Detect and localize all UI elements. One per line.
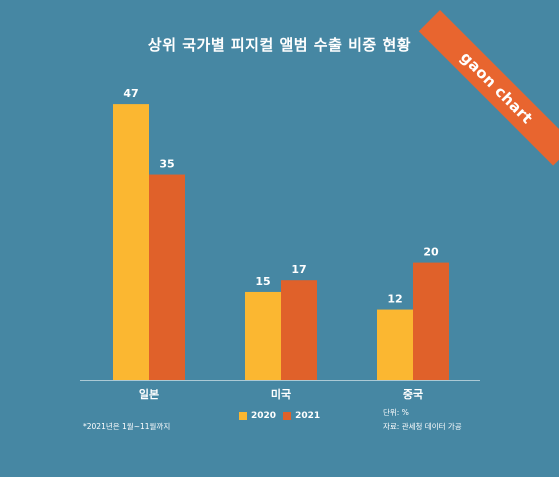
x-tick-label: 중국 bbox=[403, 388, 423, 401]
data-label-2021-1: 17 bbox=[291, 263, 306, 276]
data-label-2021-2: 20 bbox=[423, 246, 439, 259]
bar-2021-1 bbox=[281, 280, 317, 380]
data-label-2020-2: 12 bbox=[387, 293, 402, 306]
legend-swatch-2020 bbox=[239, 412, 247, 420]
legend-swatch-2021 bbox=[283, 412, 292, 420]
bar-2021-2 bbox=[413, 262, 449, 380]
labels-layer: 47 35 15 17 12 20 bbox=[123, 87, 439, 305]
bar-2021-0 bbox=[149, 174, 185, 380]
x-tick-labels: 일본 미국 중국 bbox=[139, 387, 423, 401]
chart-title: 상위 국가별 피지컬 앨범 수출 비중 현황 bbox=[147, 36, 412, 54]
footnote: *2021년은 1월~11월까지 bbox=[83, 422, 171, 431]
x-tick-label: 미국 bbox=[271, 387, 291, 401]
data-label-2020-0: 47 bbox=[123, 87, 138, 100]
legend-label-2020: 2020 bbox=[251, 411, 277, 421]
source-label: 자료: 관세청 데이터 가공 bbox=[383, 422, 462, 431]
unit-label: 단위: % bbox=[383, 408, 409, 417]
bars-layer bbox=[113, 104, 449, 381]
data-label-2021-0: 35 bbox=[159, 158, 174, 171]
legend: 2020 2021 bbox=[239, 411, 320, 421]
bar-2020-2 bbox=[377, 309, 413, 380]
legend-item-2020: 2020 bbox=[239, 411, 276, 421]
legend-item-2021: 2021 bbox=[283, 411, 320, 421]
x-tick-label: 일본 bbox=[139, 387, 159, 401]
legend-label-2021: 2021 bbox=[295, 411, 321, 421]
data-label-2020-1: 15 bbox=[255, 275, 270, 288]
bar-2020-0 bbox=[113, 104, 149, 381]
bar-2020-1 bbox=[245, 291, 281, 380]
